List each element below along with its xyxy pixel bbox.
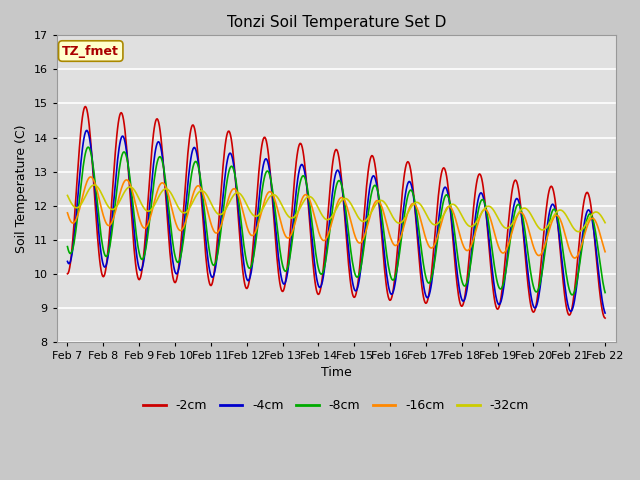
-2cm bbox=[63, 271, 71, 276]
-32cm bbox=[90, 182, 98, 188]
Line: -32cm: -32cm bbox=[67, 185, 605, 232]
-16cm bbox=[184, 211, 192, 217]
-4cm bbox=[403, 187, 410, 192]
-8cm bbox=[418, 251, 426, 256]
-8cm bbox=[403, 201, 410, 207]
-4cm bbox=[212, 260, 220, 265]
-8cm bbox=[74, 216, 81, 222]
-32cm bbox=[418, 204, 426, 209]
-8cm bbox=[84, 144, 92, 150]
-8cm bbox=[568, 292, 576, 298]
-8cm bbox=[184, 200, 192, 205]
-2cm bbox=[74, 176, 81, 181]
-8cm bbox=[212, 258, 220, 264]
-32cm bbox=[63, 192, 71, 198]
-16cm bbox=[212, 230, 220, 236]
-4cm bbox=[83, 128, 91, 133]
-32cm bbox=[601, 220, 609, 226]
-8cm bbox=[129, 205, 137, 211]
-32cm bbox=[403, 213, 410, 219]
-2cm bbox=[81, 104, 89, 109]
-8cm bbox=[63, 244, 71, 250]
-2cm bbox=[403, 162, 410, 168]
Text: TZ_fmet: TZ_fmet bbox=[62, 45, 119, 58]
-2cm bbox=[184, 151, 192, 156]
-8cm bbox=[601, 290, 609, 296]
-2cm bbox=[212, 250, 220, 256]
-16cm bbox=[129, 192, 137, 198]
Legend: -2cm, -4cm, -8cm, -16cm, -32cm: -2cm, -4cm, -8cm, -16cm, -32cm bbox=[138, 394, 534, 417]
-16cm bbox=[87, 174, 95, 180]
-32cm bbox=[74, 205, 81, 211]
-4cm bbox=[184, 181, 192, 187]
X-axis label: Time: Time bbox=[321, 367, 351, 380]
Line: -4cm: -4cm bbox=[67, 131, 605, 313]
-32cm bbox=[129, 186, 137, 192]
Line: -8cm: -8cm bbox=[67, 147, 605, 295]
-32cm bbox=[184, 208, 192, 214]
Line: -16cm: -16cm bbox=[67, 177, 605, 258]
-2cm bbox=[601, 315, 609, 321]
Y-axis label: Soil Temperature (C): Soil Temperature (C) bbox=[15, 124, 28, 253]
-16cm bbox=[418, 221, 426, 227]
Line: -2cm: -2cm bbox=[67, 107, 605, 318]
-32cm bbox=[574, 229, 582, 235]
-16cm bbox=[63, 210, 71, 216]
-16cm bbox=[571, 255, 579, 261]
-4cm bbox=[63, 259, 71, 264]
-2cm bbox=[418, 284, 426, 289]
-16cm bbox=[403, 215, 410, 221]
-16cm bbox=[601, 249, 609, 254]
-4cm bbox=[129, 220, 137, 226]
-4cm bbox=[74, 202, 81, 207]
-4cm bbox=[601, 310, 609, 316]
-16cm bbox=[74, 214, 81, 220]
-2cm bbox=[129, 236, 137, 242]
Title: Tonzi Soil Temperature Set D: Tonzi Soil Temperature Set D bbox=[227, 15, 446, 30]
-4cm bbox=[418, 271, 426, 276]
-32cm bbox=[212, 209, 220, 215]
